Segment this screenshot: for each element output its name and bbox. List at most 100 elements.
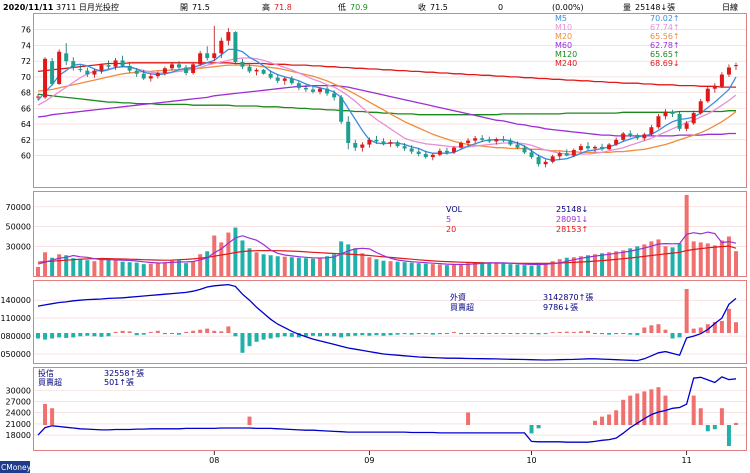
foreign-net-bar	[71, 333, 76, 338]
candle-body	[92, 70, 97, 75]
volume-bar	[148, 263, 153, 276]
candle-body	[508, 140, 513, 145]
volume-legend-value: 28091↓	[556, 215, 588, 224]
volume-bar	[240, 240, 245, 276]
trust-net-bar	[726, 425, 731, 446]
foreign-y-tick-label: 3140000	[0, 296, 31, 305]
ma-legend-label: M10	[555, 23, 572, 32]
candle-body	[325, 88, 330, 94]
foreign-net-bar	[621, 333, 626, 334]
ma-legend-value: 65.65↑	[650, 50, 680, 59]
volume-bar	[522, 265, 527, 276]
foreign-net-bar	[416, 333, 421, 335]
volume-bar	[339, 241, 344, 276]
ma-legend-label: M60	[555, 41, 572, 50]
volume-bar	[466, 263, 471, 276]
candle-body	[106, 65, 111, 67]
price-y-tick-label: 76	[21, 26, 31, 35]
candle-body	[360, 144, 365, 148]
header-close-value: 71.5	[430, 3, 448, 12]
candle-body	[444, 150, 449, 153]
volume-bar	[233, 227, 238, 276]
foreign-net-bar	[50, 333, 55, 339]
candle-body	[240, 61, 245, 67]
foreign-net-bar	[296, 333, 301, 338]
foreign-net-bar	[141, 333, 146, 335]
candle-body	[134, 70, 139, 74]
foreign-net-bar	[339, 333, 344, 338]
volume-panel-frame	[33, 191, 747, 277]
candle-body	[437, 150, 442, 155]
foreign-net-bar	[642, 327, 647, 333]
volume-bar	[346, 244, 351, 276]
candle-body	[43, 58, 48, 98]
volume-bar	[191, 261, 196, 276]
foreign-net-bar	[261, 333, 266, 340]
candle-body	[459, 142, 464, 148]
x-axis-labels: 08 09 10 11	[209, 451, 692, 465]
candle-body	[423, 153, 428, 158]
volume-bar	[719, 240, 724, 276]
volume-bar	[585, 255, 590, 276]
trust-net-bar	[529, 425, 534, 434]
trust-net-bar	[621, 399, 626, 425]
volume-bar	[402, 262, 407, 276]
foreign-net-bar	[360, 333, 365, 336]
candle-body	[557, 153, 562, 157]
volume-bar	[621, 250, 626, 276]
foreign-net-bar	[480, 333, 485, 334]
foreign-net-bar	[536, 333, 541, 335]
volume-bar	[635, 246, 640, 276]
foreign-net-bar	[36, 333, 40, 339]
foreign-net-bar	[381, 333, 386, 336]
candle-body	[571, 150, 576, 156]
trust-y-tick-label: 30000	[6, 386, 31, 395]
candle-body	[212, 53, 217, 59]
foreign-net-bar	[374, 333, 379, 336]
foreign-net-bar	[99, 333, 104, 337]
header-period: 日線	[722, 2, 738, 12]
candle-body	[113, 60, 118, 67]
candle-body	[36, 96, 40, 98]
candle-body	[698, 101, 703, 114]
axis-layer: 60 62 64 66 68 70 72 74 76 30000 50000 70000 3050000…	[0, 26, 31, 440]
header-close-label: 收	[418, 2, 426, 12]
trust-holding-line	[37, 376, 737, 443]
trust-net-bar	[635, 393, 640, 425]
volume-y-tick-label: 30000	[6, 242, 31, 251]
price-y-tick-label: 68	[21, 89, 31, 98]
volume-bar	[120, 261, 125, 276]
price-ma5-line	[37, 48, 737, 161]
volume-bar	[85, 260, 90, 276]
volume-bar	[268, 255, 273, 276]
volume-bar	[184, 263, 189, 276]
candle-body	[226, 32, 231, 41]
price-y-tick-label: 64	[21, 120, 31, 129]
trust-legend-value: 501↑張	[104, 378, 134, 387]
volume-bar	[487, 262, 492, 276]
candle-body	[296, 83, 301, 88]
foreign-net-bar	[522, 333, 527, 334]
price-ma60-line	[37, 84, 736, 137]
foreign-y-tick-label: 3050000	[0, 350, 31, 359]
volume-bar	[36, 266, 40, 276]
candle-body	[515, 144, 520, 148]
volume-bar	[515, 264, 520, 276]
foreign-net-bar	[254, 333, 259, 342]
foreign-net-bar	[155, 330, 160, 333]
candle-body	[705, 88, 710, 102]
volume-bar	[303, 258, 308, 276]
candle-body	[71, 61, 76, 68]
trust-net-bar	[656, 387, 661, 425]
candle-body	[536, 157, 541, 165]
trust-panel-frame	[33, 367, 747, 451]
candle-body	[339, 97, 344, 122]
candle-body	[184, 67, 189, 73]
volume-bar	[437, 264, 442, 276]
candle-body	[254, 69, 259, 72]
candle-body	[430, 154, 435, 158]
candle-body	[395, 142, 400, 147]
volume-bar	[127, 262, 132, 276]
